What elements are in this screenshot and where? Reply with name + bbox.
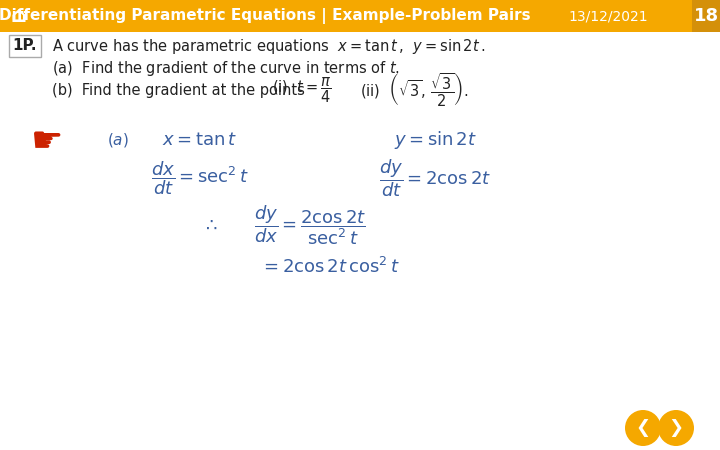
Text: $\therefore$: $\therefore$ [202,216,218,234]
Text: ⌂: ⌂ [10,6,26,26]
Text: 18: 18 [693,7,719,25]
Text: A curve has the parametric equations  $x = \tan t\,$,  $y = \sin 2t\,$.: A curve has the parametric equations $x … [52,36,485,55]
Polygon shape [692,0,720,32]
Text: $x = \tan t$: $x = \tan t$ [163,131,238,149]
Text: (b)  Find the gradient at the points: (b) Find the gradient at the points [52,82,305,98]
Text: ❯: ❯ [668,419,683,437]
Text: 13/12/2021: 13/12/2021 [568,9,648,23]
Text: $\dfrac{dy}{dx} = \dfrac{2\cos 2t}{\sec^2 t}$: $\dfrac{dy}{dx} = \dfrac{2\cos 2t}{\sec^… [254,203,366,247]
Text: $\dfrac{dy}{dt} = 2\cos 2t$: $\dfrac{dy}{dt} = 2\cos 2t$ [379,157,491,199]
Circle shape [658,410,694,446]
Text: $= 2\cos 2t\, \cos^2 t$: $= 2\cos 2t\, \cos^2 t$ [260,257,400,277]
Text: $y = \sin 2t$: $y = \sin 2t$ [394,129,477,151]
Text: ☛: ☛ [31,125,63,159]
Circle shape [625,410,661,446]
Text: 1P.: 1P. [13,39,37,54]
Text: $\dfrac{dx}{dt} = \sec^2 t$: $\dfrac{dx}{dt} = \sec^2 t$ [151,159,249,197]
Bar [0,0,720,32]
Text: ❮: ❮ [636,419,651,437]
Text: (a)  Find the gradient of the curve in terms of $t$.: (a) Find the gradient of the curve in te… [52,58,400,77]
Text: $(a)$: $(a)$ [107,131,129,149]
FancyBboxPatch shape [9,35,41,57]
Text: (ii)  $\left(\sqrt{3},\, \dfrac{\sqrt{3}}{2}\right)$.: (ii) $\left(\sqrt{3},\, \dfrac{\sqrt{3}}… [360,71,469,109]
Text: (i)  $t = \dfrac{\pi}{4}$: (i) $t = \dfrac{\pi}{4}$ [272,75,332,105]
Text: Differentiating Parametric Equations | Example-Problem Pairs: Differentiating Parametric Equations | E… [0,8,531,24]
